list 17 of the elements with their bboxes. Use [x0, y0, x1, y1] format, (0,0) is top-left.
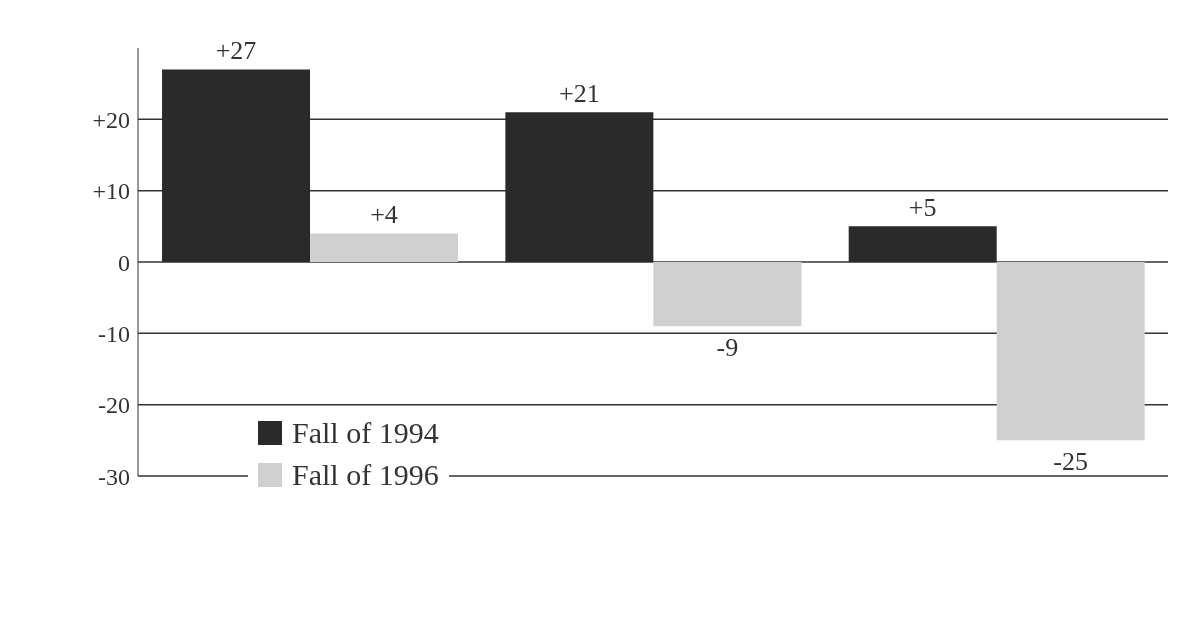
data-label: -25	[1053, 447, 1089, 477]
y-tick-label: +10	[92, 178, 130, 205]
bar	[310, 233, 459, 262]
y-tick-label: -30	[98, 463, 130, 490]
legend-label: Fall of 1996	[292, 457, 439, 493]
y-tick-label: -10	[98, 320, 130, 347]
data-label: +21	[559, 79, 600, 109]
data-label: +4	[370, 200, 398, 230]
y-tick-label: +20	[92, 106, 130, 133]
y-tick-label: 0	[118, 249, 130, 276]
bar	[653, 262, 802, 327]
y-tick-label: -20	[98, 392, 130, 419]
data-label: -9	[716, 333, 739, 363]
legend-label: Fall of 1994	[292, 415, 439, 451]
data-label: +5	[908, 193, 937, 223]
bar	[996, 262, 1145, 441]
data-label: +27	[215, 36, 257, 66]
